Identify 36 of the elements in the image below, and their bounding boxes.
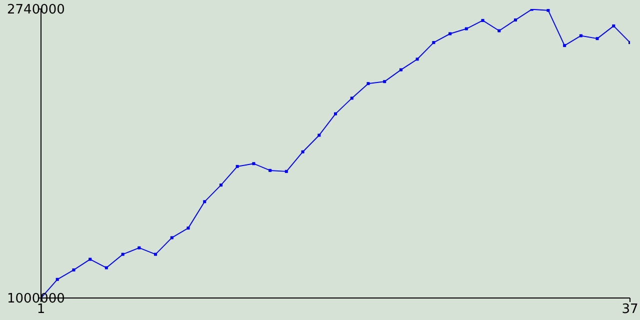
point — [464, 27, 468, 30]
point — [546, 9, 550, 12]
point — [154, 252, 158, 256]
point — [366, 82, 370, 86]
point — [121, 252, 124, 256]
point — [104, 266, 108, 270]
point — [186, 226, 190, 230]
point — [318, 134, 321, 137]
point — [416, 58, 419, 61]
point — [88, 258, 92, 261]
point — [203, 200, 206, 204]
point — [579, 34, 582, 38]
point — [432, 41, 436, 44]
point — [268, 168, 272, 172]
point — [612, 24, 616, 28]
point — [350, 96, 354, 100]
point — [334, 112, 337, 116]
point — [252, 162, 256, 166]
point — [498, 29, 501, 32]
point — [563, 44, 566, 48]
y-tick-label: 2740000 — [7, 2, 65, 18]
point — [383, 80, 386, 84]
point — [301, 150, 304, 154]
point — [219, 184, 222, 187]
point — [56, 278, 59, 281]
point — [481, 18, 484, 22]
point — [284, 170, 288, 173]
point — [399, 68, 402, 72]
point — [138, 246, 141, 250]
point — [514, 18, 517, 22]
point — [596, 37, 599, 40]
x-tick-label: 37 — [622, 302, 638, 318]
point — [448, 32, 452, 36]
point — [236, 164, 239, 168]
point — [170, 236, 174, 240]
point — [72, 268, 76, 272]
